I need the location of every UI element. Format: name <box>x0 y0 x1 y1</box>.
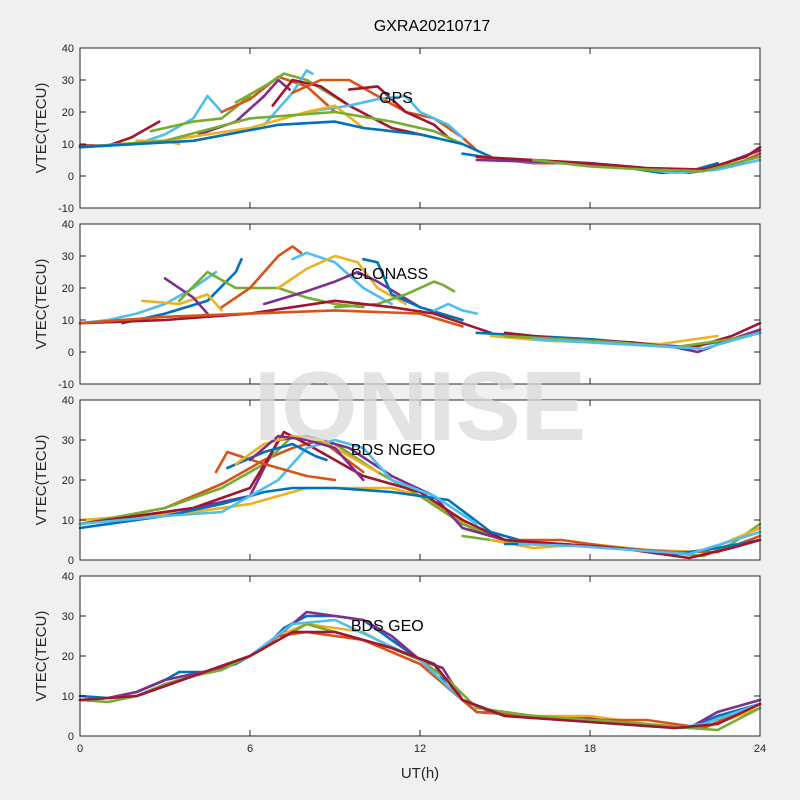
y-tick-label: 20 <box>62 475 74 487</box>
y-tick-label: 20 <box>62 283 74 295</box>
series-line-14 <box>78 120 493 159</box>
y-axis-label: VTEC(TECU) <box>33 83 50 174</box>
series-line-10 <box>248 434 365 482</box>
series-group <box>78 430 762 560</box>
y-tick-label: 10 <box>62 139 74 151</box>
series-line-19 <box>532 331 762 351</box>
y-axis-label: VTEC(TECU) <box>33 259 50 350</box>
series-line-7 <box>214 450 337 482</box>
panel-2: 0 10 20 30 40 VTEC(TECU) BDS NGEO <box>33 395 762 567</box>
series-group <box>78 610 762 732</box>
y-tick-label: 30 <box>62 251 74 263</box>
series-line-8 <box>271 78 436 139</box>
y-tick-label: 40 <box>62 571 74 583</box>
y-tick-label: 20 <box>62 651 74 663</box>
series-line-13 <box>78 309 464 328</box>
y-tick-label: -10 <box>58 379 74 391</box>
series-line-20 <box>532 155 762 173</box>
y-tick-label: 10 <box>62 515 74 527</box>
y-tick-label: 30 <box>62 75 74 87</box>
x-tick-label: 18 <box>584 743 596 755</box>
series-group <box>78 245 762 354</box>
series-line-5 <box>220 245 303 309</box>
series-line-10 <box>347 85 450 139</box>
series-line-13 <box>78 110 464 149</box>
series-line-3 <box>149 94 252 133</box>
x-tick-label: 6 <box>247 743 253 755</box>
y-tick-label: 10 <box>62 691 74 703</box>
x-axis-label: UT(h) <box>401 765 439 782</box>
panel-0: -10 0 10 20 30 40 VTEC(TECU) GPS <box>33 43 762 215</box>
panel-label: BDS NGEO <box>351 442 435 459</box>
watermark: IONISE <box>254 351 586 461</box>
series-line-4 <box>78 430 507 542</box>
series-group <box>78 69 762 175</box>
y-tick-label: 30 <box>62 435 74 447</box>
series-line-11 <box>305 94 464 139</box>
series-line-12 <box>78 299 493 335</box>
panels: -10 0 10 20 30 40 VTEC(TECU) GPS -10 0 10 20 30 40 VTE… <box>33 43 766 782</box>
series-line-6 <box>234 72 351 107</box>
series-line-7 <box>277 254 408 306</box>
plot-area <box>80 576 760 736</box>
y-tick-label: -10 <box>58 203 74 215</box>
y-tick-label: 0 <box>68 555 74 567</box>
y-tick-label: 20 <box>62 107 74 119</box>
x-tick-label: 12 <box>414 743 426 755</box>
panel-3: 0 10 20 30 40 0 6 12 18 24 VTEC(TECU) UT(h) BDS GEO <box>33 571 766 782</box>
y-tick-label: 30 <box>62 611 74 623</box>
series-line-16 <box>517 530 762 556</box>
y-tick-label: 10 <box>62 315 74 327</box>
panel-1: -10 0 10 20 30 40 VTEC(TECU) GLONASS <box>33 219 762 391</box>
series-line-6 <box>291 251 393 306</box>
series-line-15 <box>503 538 762 560</box>
y-tick-label: 0 <box>68 731 74 743</box>
y-tick-label: 40 <box>62 43 74 55</box>
y-axis-label: VTEC(TECU) <box>33 435 50 526</box>
x-tick-label: 24 <box>754 743 766 755</box>
y-tick-label: 0 <box>68 347 74 359</box>
y-tick-label: 0 <box>68 171 74 183</box>
x-tick-label: 0 <box>77 743 83 755</box>
panel-label: GLONASS <box>351 266 428 283</box>
series-line-3 <box>163 277 209 315</box>
series-line-8 <box>262 270 422 309</box>
series-line-11 <box>432 302 478 315</box>
y-tick-label: 40 <box>62 219 74 231</box>
y-axis-label: VTEC(TECU) <box>33 611 50 702</box>
panel-label: GPS <box>379 90 413 107</box>
y-tick-label: 40 <box>62 395 74 407</box>
figure-title: GXRA20210717 <box>374 18 491 35</box>
plot-area <box>80 400 760 560</box>
series-line-6 <box>78 630 762 730</box>
panel-label: BDS GEO <box>351 618 424 635</box>
series-line-5 <box>78 486 535 546</box>
series-line-9 <box>234 434 379 474</box>
